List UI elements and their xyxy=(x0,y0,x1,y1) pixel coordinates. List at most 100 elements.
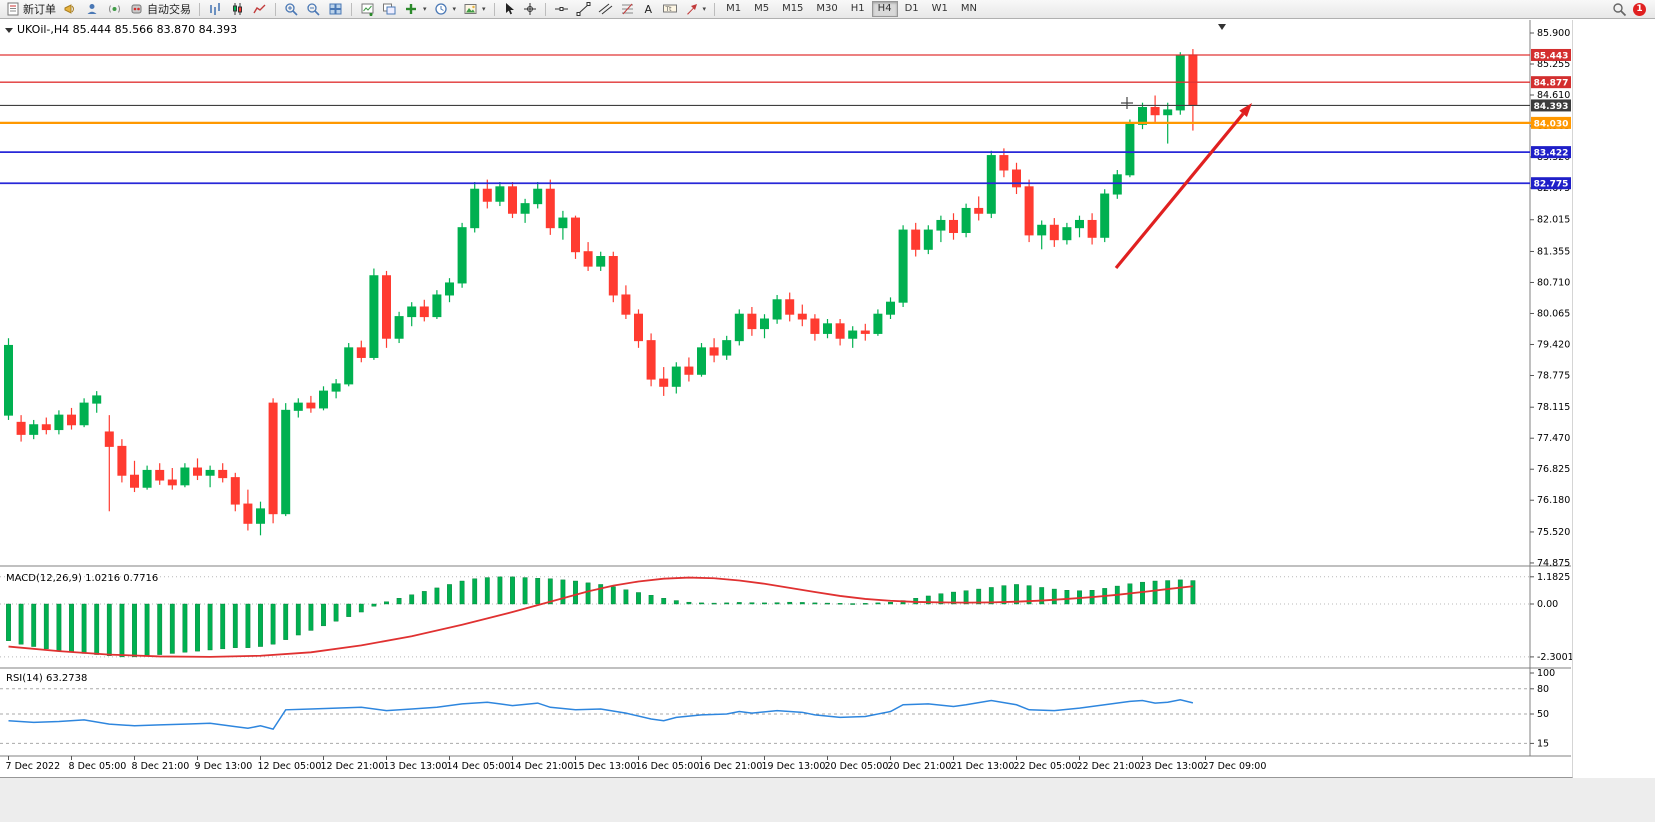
tile-windows-icon xyxy=(329,3,342,15)
separator xyxy=(351,2,352,16)
broadcast-button[interactable] xyxy=(104,1,125,18)
chart-window[interactable]: 85.90085.25584.61083.96583.32082.67582.0… xyxy=(0,20,1574,778)
hlines-layer[interactable] xyxy=(0,54,1568,185)
svg-text:79.420: 79.420 xyxy=(1537,339,1570,350)
line-chart-icon xyxy=(253,4,266,14)
templates-button[interactable]: ▾ xyxy=(460,1,489,18)
candlestick-chart-button[interactable] xyxy=(227,1,248,18)
pane-separators xyxy=(0,20,1571,757)
svg-text:50: 50 xyxy=(1537,709,1549,720)
bar-chart-button[interactable] xyxy=(205,1,226,18)
periods-button[interactable]: ▾ xyxy=(431,1,460,18)
search-icon xyxy=(1613,2,1627,16)
svg-text:RSI(14) 63.2738: RSI(14) 63.2738 xyxy=(6,673,87,684)
autotrading-icon xyxy=(131,4,142,14)
timeframe-m15[interactable]: M15 xyxy=(782,3,804,14)
svg-text:21 Dec 13:00: 21 Dec 13:00 xyxy=(951,761,1015,772)
indicators-button[interactable]: ▾ xyxy=(401,1,430,18)
svg-text:78.115: 78.115 xyxy=(1537,402,1570,413)
svg-text:82.015: 82.015 xyxy=(1537,215,1570,226)
svg-text:23 Dec 13:00: 23 Dec 13:00 xyxy=(1140,761,1204,772)
workspace-bottom-strip xyxy=(0,778,1655,822)
chart-profile-button[interactable] xyxy=(379,1,400,18)
svg-text:82.775: 82.775 xyxy=(1534,180,1569,190)
timeframe-m5[interactable]: M5 xyxy=(754,3,770,14)
timeframe-m30[interactable]: M30 xyxy=(816,3,838,14)
svg-text:16 Dec 21:00: 16 Dec 21:00 xyxy=(699,761,763,772)
svg-text:14 Dec 21:00: 14 Dec 21:00 xyxy=(510,761,574,772)
svg-text:7 Dec 2022: 7 Dec 2022 xyxy=(6,761,61,772)
svg-text:22 Dec 21:00: 22 Dec 21:00 xyxy=(1077,761,1141,772)
line-chart-button[interactable] xyxy=(249,1,270,18)
svg-text:9 Dec 13:00: 9 Dec 13:00 xyxy=(195,761,253,772)
svg-text:13 Dec 13:00: 13 Dec 13:00 xyxy=(384,761,448,772)
crosshair-marker xyxy=(1121,97,1133,109)
svg-text:12 Dec 21:00: 12 Dec 21:00 xyxy=(321,761,385,772)
chart-shift-marker[interactable] xyxy=(1218,24,1226,30)
notification-badge[interactable]: 1 xyxy=(1633,2,1646,16)
main-toolbar: 新订单 自动交易 ▾ ▾ xyxy=(0,0,1655,19)
arrows-button[interactable]: ▾ xyxy=(682,1,710,18)
crosshair-button[interactable] xyxy=(520,1,540,18)
zoom-out-button[interactable] xyxy=(303,1,324,18)
megaphone-button[interactable] xyxy=(60,1,81,18)
svg-text:81.355: 81.355 xyxy=(1537,246,1570,257)
timeframe-m1[interactable]: M1 xyxy=(726,3,742,14)
cursor-button[interactable] xyxy=(500,1,519,18)
zoom-in-button[interactable] xyxy=(281,1,302,18)
ukoil-h4-chart[interactable]: 85.90085.25584.61083.96583.32082.67582.0… xyxy=(0,20,1574,777)
chevron-down-icon: ▾ xyxy=(423,5,427,13)
trendline-button[interactable] xyxy=(573,1,594,18)
price-axis: 85.90085.25584.61083.96583.32082.67582.0… xyxy=(1530,28,1570,569)
chevron-down-icon: ▾ xyxy=(452,5,457,13)
broadcast-icon xyxy=(109,5,120,13)
timeframe-h4[interactable]: H4 xyxy=(871,1,898,17)
separator xyxy=(493,2,495,16)
text-label-icon: Tt xyxy=(662,4,677,13)
arrow-shape-icon xyxy=(686,4,697,15)
svg-text:84.030: 84.030 xyxy=(1534,119,1569,129)
trend-arrow[interactable] xyxy=(1114,103,1252,270)
timeframe-mn[interactable]: MN xyxy=(960,3,977,14)
price-tags: 85.443 84.877 84.393 84.030 83.422 82.775 xyxy=(1531,48,1571,190)
new-chart-icon xyxy=(361,3,374,16)
fibonacci-icon xyxy=(621,3,633,15)
svg-text:76.180: 76.180 xyxy=(1537,495,1570,506)
macd-signal-line xyxy=(8,576,1193,658)
svg-text:16 Dec 05:00: 16 Dec 05:00 xyxy=(636,761,700,772)
fibonacci-button[interactable] xyxy=(617,1,638,18)
channel-button[interactable] xyxy=(595,1,616,18)
svg-text:77.470: 77.470 xyxy=(1537,433,1570,444)
new-chart-button[interactable] xyxy=(357,1,378,18)
text-label-button[interactable]: Tt xyxy=(659,1,681,18)
trendline-icon xyxy=(576,2,591,16)
profile-button[interactable] xyxy=(82,1,103,18)
auto-trading-button[interactable]: 自动交易 xyxy=(126,1,194,18)
svg-text:Tt: Tt xyxy=(664,6,672,13)
rsi-layer: 100 80 50 15 RSI(14) 63.2738 xyxy=(0,668,1555,749)
chart-profile-icon xyxy=(383,3,396,15)
svg-text:85.443: 85.443 xyxy=(1534,51,1569,61)
indicators-icon xyxy=(406,4,416,14)
auto-trading-label: 自动交易 xyxy=(147,3,191,16)
timeframe-w1[interactable]: W1 xyxy=(931,3,948,14)
svg-text:22 Dec 05:00: 22 Dec 05:00 xyxy=(1014,761,1078,772)
text-icon: A xyxy=(644,3,652,16)
svg-text:15 Dec 13:00: 15 Dec 13:00 xyxy=(573,761,637,772)
separator xyxy=(544,2,546,16)
bar-chart-icon xyxy=(210,3,220,15)
equidistant-channel-icon xyxy=(598,3,612,15)
timeframe-d1[interactable]: D1 xyxy=(904,3,919,14)
new-order-button[interactable]: 新订单 xyxy=(3,1,59,18)
svg-text:85.255: 85.255 xyxy=(1537,59,1570,70)
time-axis: 7 Dec 2022 8 Dec 05:00 8 Dec 21:00 9 Dec 13… xyxy=(6,756,1266,772)
horizontal-line-button[interactable] xyxy=(551,1,572,18)
timeframe-h1[interactable]: H1 xyxy=(850,3,865,14)
rsi-line xyxy=(8,698,1194,730)
tile-windows-button[interactable] xyxy=(325,1,346,18)
separator xyxy=(275,2,276,16)
candlestick-chart-icon xyxy=(233,3,242,15)
text-button[interactable]: A xyxy=(639,1,658,18)
chevron-down-icon: ▾ xyxy=(702,5,707,13)
search-button[interactable] xyxy=(1609,1,1630,18)
